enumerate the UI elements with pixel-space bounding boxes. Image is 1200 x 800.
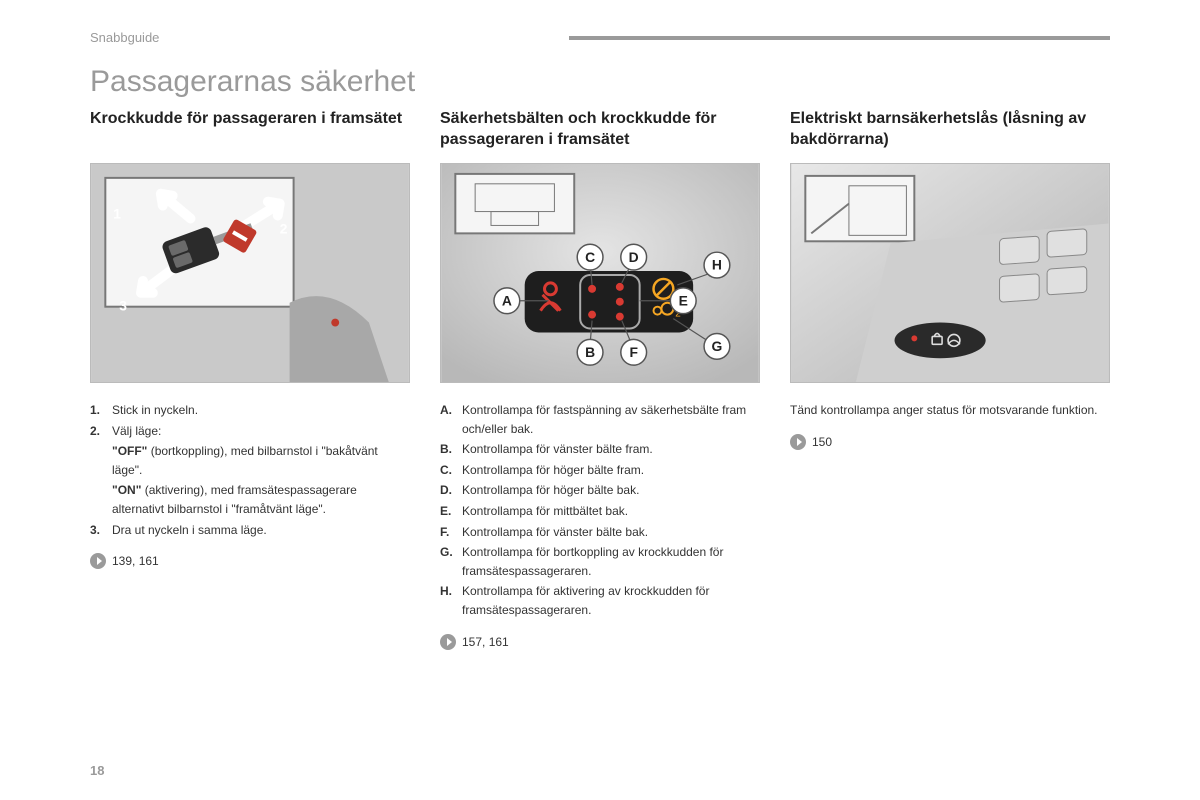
instruction-list: 1. Stick in nyckeln. 2. Välj läge: "OFF"… — [90, 401, 410, 539]
list-item: A.Kontrollampa för fastspänning av säker… — [440, 401, 760, 438]
callout-label-b: B — [585, 344, 595, 360]
list-text: "OFF" (bortkoppling), med bilbarnstol i … — [112, 442, 410, 479]
callout-label-d: D — [629, 249, 639, 265]
list-text: "ON" (aktivering), med framsätespassager… — [112, 481, 410, 518]
content-columns: Krockkudde för passageraren i framsätet — [90, 109, 1110, 650]
page-ref-icon — [790, 434, 806, 450]
list-text: Dra ut nyckeln i samma läge. — [112, 521, 410, 540]
column-child-lock: Elektriskt barnsäkerhetslås (låsning av … — [790, 109, 1110, 650]
list-marker: B. — [440, 440, 462, 459]
illustration-seatbelt-panel: 2 A — [440, 163, 760, 383]
column-seatbelts: Säkerhetsbälten och krockkudde för passa… — [440, 109, 760, 650]
column-title: Säkerhetsbälten och krockkudde för passa… — [440, 109, 760, 151]
manual-page: Snabbguide Passagerarnas säkerhet Krockk… — [0, 0, 1200, 680]
list-text: Kontrollampa för bortkoppling av krockku… — [462, 543, 760, 580]
list-marker: C. — [440, 461, 462, 480]
illustration-key-switch: 1 2 3 — [90, 163, 410, 383]
list-text: Kontrollampa för vänster bälte fram. — [462, 440, 760, 459]
list-item: C.Kontrollampa för höger bälte fram. — [440, 461, 760, 480]
page-reference: 139, 161 — [90, 553, 410, 569]
list-text: Kontrollampa för vänster bälte bak. — [462, 523, 760, 542]
list-item: "ON" (aktivering), med framsätespassager… — [112, 481, 410, 518]
page-ref-icon — [90, 553, 106, 569]
page-number: 18 — [90, 763, 104, 778]
callout-label-h: H — [712, 257, 722, 273]
header-divider-bar — [569, 36, 1110, 40]
column-airbag-key: Krockkudde för passageraren i framsätet — [90, 109, 410, 650]
list-item: 2. Välj läge: — [90, 422, 410, 441]
list-item: "OFF" (bortkoppling), med bilbarnstol i … — [112, 442, 410, 479]
list-item: D.Kontrollampa för höger bälte bak. — [440, 481, 760, 500]
list-marker: H. — [440, 582, 462, 619]
page-header: Snabbguide — [90, 30, 1110, 45]
list-item: G.Kontrollampa för bortkoppling av krock… — [440, 543, 760, 580]
list-text: Kontrollampa för aktivering av krockkudd… — [462, 582, 760, 619]
illustration-child-lock — [790, 163, 1110, 383]
callout-number-3: 3 — [119, 298, 127, 314]
list-item: B.Kontrollampa för vänster bälte fram. — [440, 440, 760, 459]
list-marker: E. — [440, 502, 462, 521]
callout-label-a: A — [502, 292, 512, 308]
section-name: Snabbguide — [90, 30, 159, 45]
list-text: Kontrollampa för höger bälte fram. — [462, 461, 760, 480]
list-text: Välj läge: — [112, 422, 410, 441]
callout-label-e: E — [679, 292, 688, 308]
page-reference: 150 — [790, 434, 1110, 450]
page-ref-text: 157, 161 — [462, 635, 509, 649]
list-marker: 1. — [90, 401, 112, 420]
list-text: Kontrollampa för fastspänning av säkerhe… — [462, 401, 760, 438]
list-marker: A. — [440, 401, 462, 438]
list-item: F.Kontrollampa för vänster bälte bak. — [440, 523, 760, 542]
list-item: 3. Dra ut nyckeln i samma läge. — [90, 521, 410, 540]
list-text: Kontrollampa för höger bälte bak. — [462, 481, 760, 500]
list-item: H.Kontrollampa för aktivering av krockku… — [440, 582, 760, 619]
list-marker: 2. — [90, 422, 112, 441]
callout-label-g: G — [712, 338, 723, 354]
column-title: Elektriskt barnsäkerhetslås (låsning av … — [790, 109, 1110, 151]
list-marker: F. — [440, 523, 462, 542]
instruction-list: A.Kontrollampa för fastspänning av säker… — [440, 401, 760, 620]
callout-number-2: 2 — [280, 220, 288, 236]
page-reference: 157, 161 — [440, 634, 760, 650]
page-ref-icon — [440, 634, 456, 650]
column-title: Krockkudde för passageraren i framsätet — [90, 109, 410, 151]
page-ref-text: 139, 161 — [112, 554, 159, 568]
page-title: Passagerarnas säkerhet — [90, 65, 1110, 99]
callout-number-1: 1 — [113, 206, 121, 222]
list-marker: 3. — [90, 521, 112, 540]
list-marker: G. — [440, 543, 462, 580]
callout-label-c: C — [585, 249, 595, 265]
list-text: Stick in nyckeln. — [112, 401, 410, 420]
list-item: 1. Stick in nyckeln. — [90, 401, 410, 420]
callout-label-f: F — [629, 344, 637, 360]
body-paragraph: Tänd kontrollampa anger status för motsv… — [790, 401, 1110, 420]
list-text: Kontrollampa för mittbältet bak. — [462, 502, 760, 521]
list-item: E.Kontrollampa för mittbältet bak. — [440, 502, 760, 521]
page-ref-text: 150 — [812, 435, 832, 449]
list-marker: D. — [440, 481, 462, 500]
